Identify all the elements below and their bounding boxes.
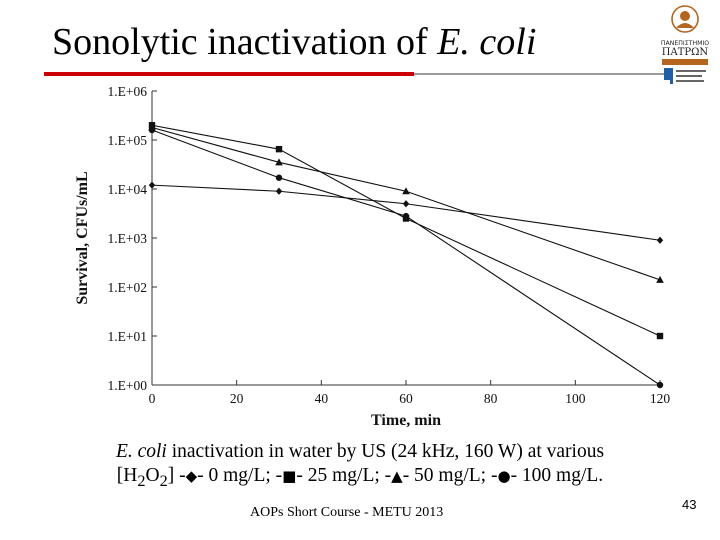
x-axis-title: Time, min [371, 412, 441, 429]
data-point-circle [148, 126, 156, 134]
university-logo: ΠΑΝΕΠΙΣΤΗΜΙΟ ΠΑΤΡΩΝ [654, 2, 716, 88]
x-axis-ticks: 0 20 40 60 80 100 120 [149, 380, 670, 406]
survival-chart-svg: Survival, CFUs/mL Time, min 1.E+00 1.E+01… [66, 80, 670, 430]
data-point-circle [656, 381, 664, 389]
logo-bar [662, 59, 708, 65]
legend-1-text: - 25 mg/L; - [296, 465, 392, 486]
caption-line1-rest: inactivation in water by US (24 kHz, 160… [166, 441, 605, 462]
data-point-diamond [148, 181, 156, 189]
data-point-square [275, 145, 283, 153]
x-tick-label: 100 [565, 391, 586, 406]
caption-line-2: [H2O2] -◆- 0 mg/L; -■- 25 mg/L; -▲- 50 m… [0, 464, 720, 493]
logo-text-line1: ΠΑΝΕΠΙΣΤΗΜΙΟ [661, 40, 709, 47]
caption-line-1: E. coli inactivation in water by US (24 … [0, 440, 720, 464]
survival-chart: Survival, CFUs/mL Time, min 1.E+00 1.E+01… [66, 80, 670, 430]
logo-line-2 [676, 75, 702, 77]
title-rule-gray [414, 73, 670, 75]
data-point-square [656, 332, 664, 340]
y-axis-title: Survival, CFUs/mL [74, 171, 91, 304]
caption-sub2: 2 [159, 471, 168, 490]
x-tick-label: 80 [484, 391, 498, 406]
data-point-diamond [656, 236, 664, 244]
logo-emblem-circle [671, 5, 699, 33]
y-tick-label: 1.E+04 [108, 182, 148, 197]
logo-emblem-head [680, 11, 690, 21]
data-point-triangle [656, 275, 664, 283]
caption-mid: O [145, 465, 160, 486]
y-tick-label: 1.E+05 [108, 133, 148, 148]
data-point-circle [402, 212, 410, 220]
university-logo-icon: ΠΑΝΕΠΙΣΤΗΜΙΟ ΠΑΤΡΩΝ [661, 5, 709, 84]
series-line-diamond [151, 184, 661, 241]
data-point-diamond [402, 200, 410, 208]
slide-title: Sonolytic inactivation of E. coli [52, 20, 536, 64]
caption-sub1: 2 [137, 471, 146, 490]
footer-text: AOPs Short Course - METU 2013 [250, 505, 444, 520]
caption-open: [H [116, 465, 138, 486]
logo-blue-mark [664, 68, 673, 84]
x-tick-label: 60 [399, 391, 413, 406]
x-tick-label: 20 [230, 391, 244, 406]
y-tick-label: 1.E+06 [108, 84, 148, 99]
title-prefix: Sonolytic inactivation of [52, 21, 438, 63]
x-tick-label: 0 [149, 391, 156, 406]
legend-square-icon: ■ [282, 467, 297, 485]
data-point-circle [275, 174, 283, 181]
data-point-triangle [402, 187, 410, 195]
title-italic: E. coli [437, 21, 537, 63]
caption-close: ] [167, 465, 175, 486]
legend-triangle-icon: ▲ [391, 467, 403, 485]
page-number: 43 [682, 497, 697, 512]
data-point-triangle [275, 158, 283, 166]
legend-0-pre: - [174, 465, 186, 486]
legend-2-text: - 50 mg/L; - [402, 465, 498, 486]
legend-diamond-icon: ◆ [185, 467, 198, 485]
series-line-triangle [151, 126, 661, 281]
logo-line-3 [676, 80, 704, 82]
logo-text-line2: ΠΑΤΡΩΝ [662, 47, 709, 58]
x-tick-label: 120 [650, 391, 670, 406]
y-tick-label: 1.E+02 [108, 280, 148, 295]
series-line-circle [151, 129, 661, 386]
legend-3-text: - 100 mg/L. [510, 465, 604, 486]
y-tick-label: 1.E+01 [108, 329, 148, 344]
data-point-diamond [275, 187, 283, 195]
series-layer [148, 122, 664, 389]
y-tick-label: 1.E+03 [108, 231, 148, 246]
caption-italic: E. coli [115, 441, 167, 462]
x-tick-label: 40 [315, 391, 329, 406]
y-axis-ticks: 1.E+00 1.E+01 1.E+02 1.E+03 1.E+04 1.E+05 1.E+… [108, 84, 157, 393]
figure-caption: E. coli inactivation in water by US (24 … [0, 440, 720, 493]
y-tick-label: 1.E+00 [108, 378, 148, 393]
legend-0-text: - 0 mg/L; - [197, 465, 283, 486]
title-rule-red [44, 72, 414, 76]
logo-emblem-body [676, 23, 694, 28]
legend-circle-icon: ● [497, 467, 511, 485]
chart-background [66, 80, 670, 430]
series-line-square [151, 124, 661, 337]
logo-line-1 [676, 70, 706, 72]
